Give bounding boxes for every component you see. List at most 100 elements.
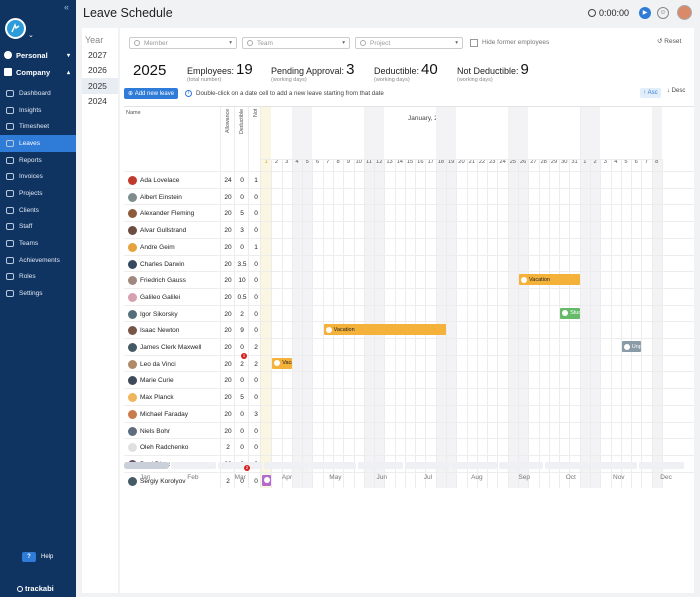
sidebar-item-roles[interactable]: Roles [0,269,76,286]
month-nav-jul[interactable]: Jul [423,474,433,481]
employee-name[interactable]: Ada Lovelace [140,177,180,184]
table-row[interactable]: Michael Faraday 20 0 3 [124,404,694,422]
employee-name[interactable]: Niels Bohr [140,427,170,435]
employee-name[interactable]: Galileo Galilei [140,293,181,301]
table-row[interactable]: Alvar Gullstrand 20 3 0 [124,221,694,238]
company-switch-chevron-icon[interactable]: ⌄ [28,32,34,39]
sidebar-item-teams[interactable]: Teams [0,235,76,252]
smiley-icon[interactable]: ☺ [657,7,669,19]
sidebar-item-staff[interactable]: Staff [0,219,76,236]
employee-name[interactable]: Marie Curie [140,377,174,385]
month-nav-sep[interactable]: Sep [518,474,530,481]
sidebar-item-invoices[interactable]: Invoices [0,168,76,185]
year-item-2027[interactable]: 2027 [88,49,107,60]
month-nav-nov[interactable]: Nov [613,474,625,481]
company-logo[interactable] [5,18,26,39]
employee-name[interactable]: Albert Einstein [140,193,182,201]
allowance-value: 20 [224,293,232,301]
employee-name[interactable]: Alexander Fleming [140,210,195,218]
employee-name[interactable]: Sergiy Korolyov [140,477,186,485]
leave-bar[interactable]: Vacation [519,274,580,286]
employee-name[interactable]: James Clerk Maxwell [140,344,202,351]
sidebar-item-clients[interactable]: Clients [0,202,76,219]
employee-name[interactable]: Andre Geim [140,243,175,251]
sidebar-item-achievements[interactable]: Achievements [0,252,76,269]
table-row[interactable]: Leo da Vinci 20 2 2 [124,354,694,372]
day-divider [610,159,612,489]
table-row[interactable]: Oleh Radchenko 2 0 0 [124,438,694,455]
add-new-leave-button[interactable]: ⊕ Add new leave [124,88,179,99]
employee-name[interactable]: Leo da Vinci [140,360,176,368]
table-row[interactable]: Max Planck 20 5 0 [124,388,694,405]
allowance-value: 20 [224,377,232,385]
member-filter[interactable]: Member ▾ [129,37,237,49]
month-nav-apr[interactable]: Apr [281,474,293,481]
team-filter[interactable]: Team ▾ [242,37,350,49]
leave-bar[interactable]: Unp [621,341,642,352]
table-row[interactable]: Igor Sikorsky 20 2 0 [124,304,694,322]
table-row[interactable]: Albert Einstein 20 0 0 [124,187,694,205]
day-divider [579,159,581,489]
timeline-scroll-thumb[interactable] [124,462,169,469]
table-row[interactable]: Niels Bohr 20 0 0 [124,421,694,439]
project-filter[interactable]: Project ▾ [355,37,463,49]
leave-bar[interactable]: Stud [560,307,580,319]
section-personal[interactable]: Personal ▾ [0,48,76,62]
month-nav-jun[interactable]: Jun [376,474,387,481]
sidebar-item-settings[interactable]: Settings [0,285,76,302]
sort-asc-button[interactable]: ↑ Asc [640,88,661,98]
leave-bar[interactable]: Vacation [323,324,447,336]
user-avatar[interactable] [677,5,692,20]
timer-value: 0:00:00 [599,8,630,18]
table-row[interactable]: Andre Geim 20 0 1 [124,237,694,255]
table-row[interactable]: Charles Darwin 20 3.5 0 [124,254,694,272]
month-nav-dec[interactable]: Dec [660,474,672,481]
month-nav-jan[interactable]: Jan [140,474,151,481]
employee-name[interactable]: Igor Sikorsky [140,310,178,318]
year-item-2024[interactable]: 2024 [88,96,107,107]
table-row[interactable]: Alexander Fleming 20 5 0 [124,204,694,221]
start-timer-button[interactable]: ▶ [639,7,651,19]
month-nav-feb[interactable]: Feb [187,474,199,481]
deductible-value: 5 [240,210,244,218]
employee-name[interactable]: Max Planck [140,394,174,402]
sidebar-item-leaves[interactable]: Leaves [0,135,76,152]
collapse-sidebar-icon[interactable]: « [64,2,70,12]
allowance-value: 20 [224,193,232,201]
month-nav-oct[interactable]: Oct [565,474,576,481]
sidebar-item-dashboard[interactable]: Dashboard [0,85,76,102]
timeline-scroll-track[interactable] [124,462,686,469]
table-row[interactable]: Ada Lovelace 24 0 1 [124,171,694,188]
sidebar-item-projects[interactable]: Projects [0,185,76,202]
sidebar-item-insights[interactable]: Insights [0,102,76,119]
employee-name[interactable]: Friedrich Gauss [140,277,186,285]
table-row[interactable]: Friedrich Gauss 20 10 0 [124,271,694,288]
table-row[interactable]: Sergiy Korolyov 2 0 0 [124,471,694,489]
table-row[interactable]: Isaac Newton 20 9 0 [124,321,694,338]
year-item-2025[interactable]: 2025 [82,78,118,94]
month-nav-aug[interactable]: Aug [471,474,483,481]
month-nav-mar[interactable]: Mar [234,474,246,481]
employee-name[interactable]: Michael Faraday [140,410,189,418]
help-button[interactable]: ? Help [22,552,53,562]
leave-bar[interactable] [262,474,272,486]
sidebar-item-reports[interactable]: Reports [0,152,76,169]
table-row[interactable]: Marie Curie 20 0 0 [124,371,694,388]
sort-desc-button[interactable]: ↓ Desc [667,88,686,94]
section-company[interactable]: Company ▴ [0,65,76,79]
table-row[interactable]: Galileo Galilei 20 0.5 0 [124,287,694,305]
employee-name[interactable]: Charles Darwin [140,260,185,268]
deductible-value: 3.5 [237,260,247,268]
trackabi-logo-icon [17,585,23,592]
employee-name[interactable]: Isaac Newton [140,327,180,335]
year-item-2026[interactable]: 2026 [88,65,107,76]
reset-button[interactable]: ↺ Reset [657,38,682,45]
hide-former-checkbox[interactable] [470,39,478,47]
month-nav-may[interactable]: May [329,474,342,481]
leave-bar[interactable]: Vaca [272,357,292,369]
employee-name[interactable]: Oleh Radchenko [140,444,189,452]
sidebar-item-timesheet[interactable]: Timesheet [0,118,76,135]
table-row[interactable]: James Clerk Maxwell 20 0 2 [124,338,694,355]
employee-name[interactable]: Alvar Gullstrand [140,227,187,235]
not-deductible-value: 1 [254,177,258,184]
